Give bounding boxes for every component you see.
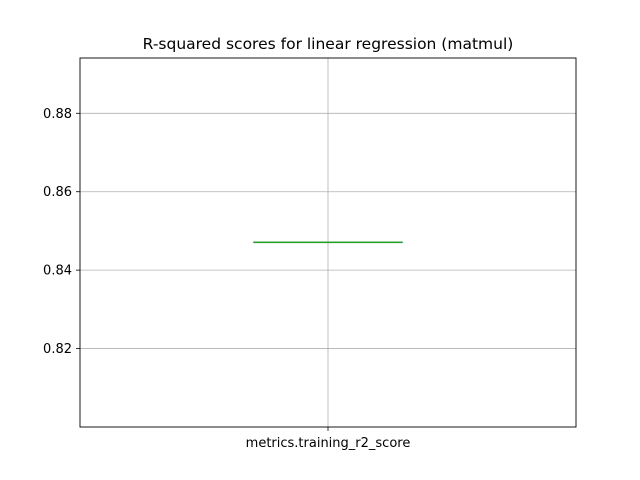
y-axis: 0.82 0.84 0.86 0.88 — [43, 107, 80, 357]
y-tick-label: 0.84 — [43, 264, 72, 279]
y-tick-label: 0.88 — [43, 107, 72, 122]
y-tick-label: 0.86 — [43, 185, 72, 200]
grid — [80, 58, 576, 427]
x-axis: metrics.training_r2_score — [246, 427, 411, 451]
x-tick-label: metrics.training_r2_score — [246, 436, 411, 451]
y-tick-label: 0.82 — [43, 342, 72, 357]
chart-title: R-squared scores for linear regression (… — [143, 35, 514, 53]
